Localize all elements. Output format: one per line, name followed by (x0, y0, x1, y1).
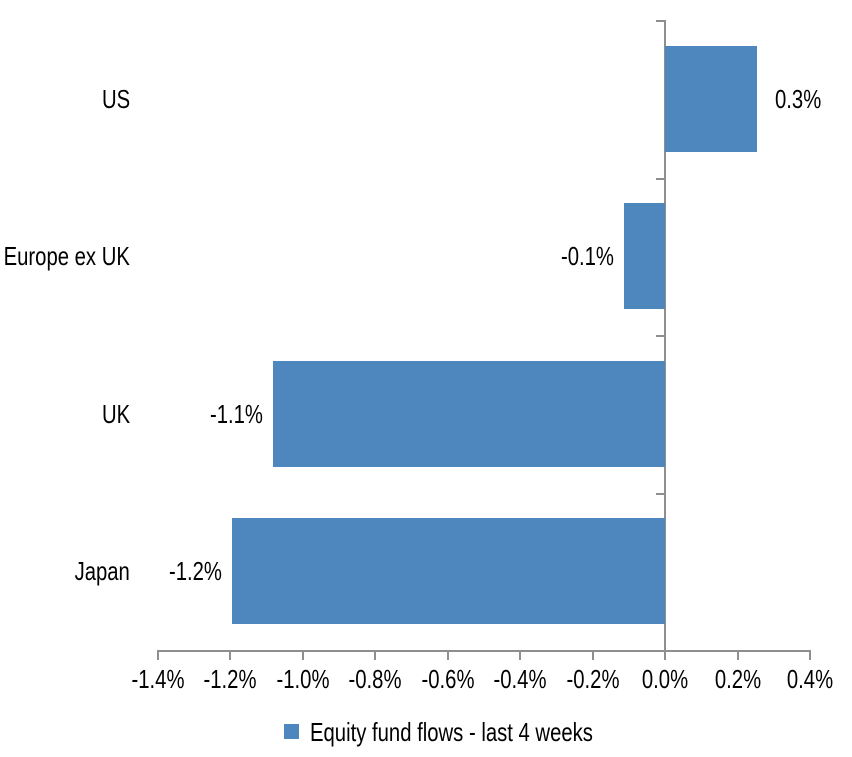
category-axis-tick (656, 335, 664, 337)
value-axis-tick (809, 650, 811, 660)
value-axis-line (156, 650, 811, 652)
value-axis-tick (736, 650, 739, 660)
value-axis-tick (374, 650, 376, 660)
category-label-japan: Japan (74, 556, 130, 587)
category-axis-tick (656, 650, 664, 652)
value-axis-tick (156, 650, 159, 660)
x-tick-label: -0.6% (421, 664, 474, 694)
x-tick-label: -0.4% (493, 664, 547, 694)
x-tick-label: 0.0% (641, 664, 689, 694)
value-label-japan: -1.2% (169, 556, 223, 587)
value-label-europe-ex-uk: -0.1% (561, 241, 615, 272)
category-label-uk: UK (101, 398, 130, 429)
x-tick-label: 0.4% (786, 664, 834, 694)
category-axis-tick (656, 178, 664, 180)
bar-uk (273, 360, 665, 467)
value-axis-tick (229, 650, 231, 660)
category-axis-line (664, 20, 666, 652)
value-axis-tick (446, 650, 449, 660)
x-tick-label: -1.0% (276, 664, 329, 694)
value-axis-tick (301, 650, 304, 660)
value-axis-tick (591, 650, 594, 660)
category-label-europe-ex-uk: Europe ex UK (3, 241, 130, 272)
bar-us (665, 45, 757, 152)
x-tick-label: -1.2% (203, 664, 257, 694)
bar-europe-ex-uk (624, 203, 665, 310)
legend-color-swatch (284, 724, 299, 739)
legend-label: Equity fund flows - last 4 weeks (310, 717, 593, 747)
x-tick-label: -0.8% (348, 664, 402, 694)
value-axis-tick (519, 650, 521, 660)
x-tick-label: 0.2% (714, 664, 761, 694)
bar-japan (232, 518, 665, 625)
x-tick-label: -1.4% (131, 664, 184, 694)
value-label-us: 0.3% (774, 83, 821, 114)
category-axis-tick (656, 493, 664, 495)
category-label-us: US (101, 83, 130, 114)
category-axis-tick (656, 20, 664, 22)
value-label-uk: -1.1% (210, 398, 264, 429)
x-tick-label: -0.2% (566, 664, 619, 694)
value-axis-tick (664, 650, 666, 660)
